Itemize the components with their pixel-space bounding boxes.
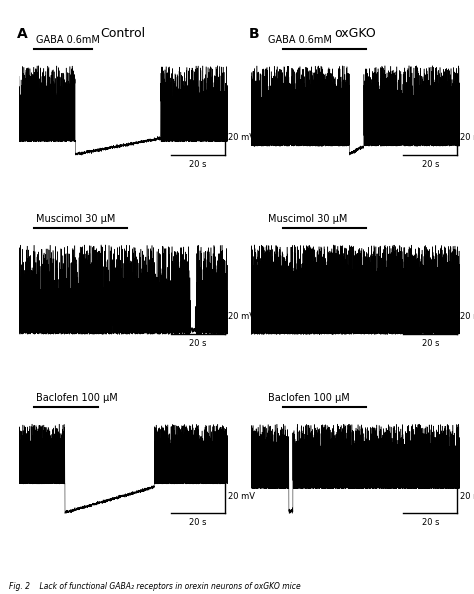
- Text: GABA 0.6mM: GABA 0.6mM: [36, 35, 100, 45]
- Text: A: A: [17, 27, 27, 41]
- Text: 20 mV: 20 mV: [228, 312, 255, 321]
- Text: 20 s: 20 s: [421, 160, 439, 169]
- Text: B: B: [249, 27, 259, 41]
- Text: 20 s: 20 s: [421, 339, 439, 347]
- Text: Baclofen 100 μM: Baclofen 100 μM: [268, 393, 349, 403]
- Text: 20 s: 20 s: [189, 339, 207, 347]
- Text: 20 mV: 20 mV: [460, 312, 474, 321]
- Text: 20 mV: 20 mV: [228, 492, 255, 501]
- Text: oxGKO: oxGKO: [335, 27, 376, 40]
- Text: 20 s: 20 s: [189, 160, 207, 169]
- Text: Muscimol 30 μM: Muscimol 30 μM: [36, 214, 115, 224]
- Text: 20 mV: 20 mV: [460, 492, 474, 501]
- Text: 20 s: 20 s: [421, 518, 439, 527]
- Text: Baclofen 100 μM: Baclofen 100 μM: [36, 393, 117, 403]
- Text: GABA 0.6mM: GABA 0.6mM: [268, 35, 332, 45]
- Text: 20 s: 20 s: [189, 518, 207, 527]
- Text: Control: Control: [100, 27, 146, 40]
- Text: 20 mV: 20 mV: [460, 133, 474, 142]
- Text: Muscimol 30 μM: Muscimol 30 μM: [268, 214, 347, 224]
- Text: Fig. 2    Lack of functional GABA₂ receptors in orexin neurons of oxGKO mice: Fig. 2 Lack of functional GABA₂ receptor…: [9, 582, 301, 591]
- Text: 20 mV: 20 mV: [228, 133, 255, 142]
